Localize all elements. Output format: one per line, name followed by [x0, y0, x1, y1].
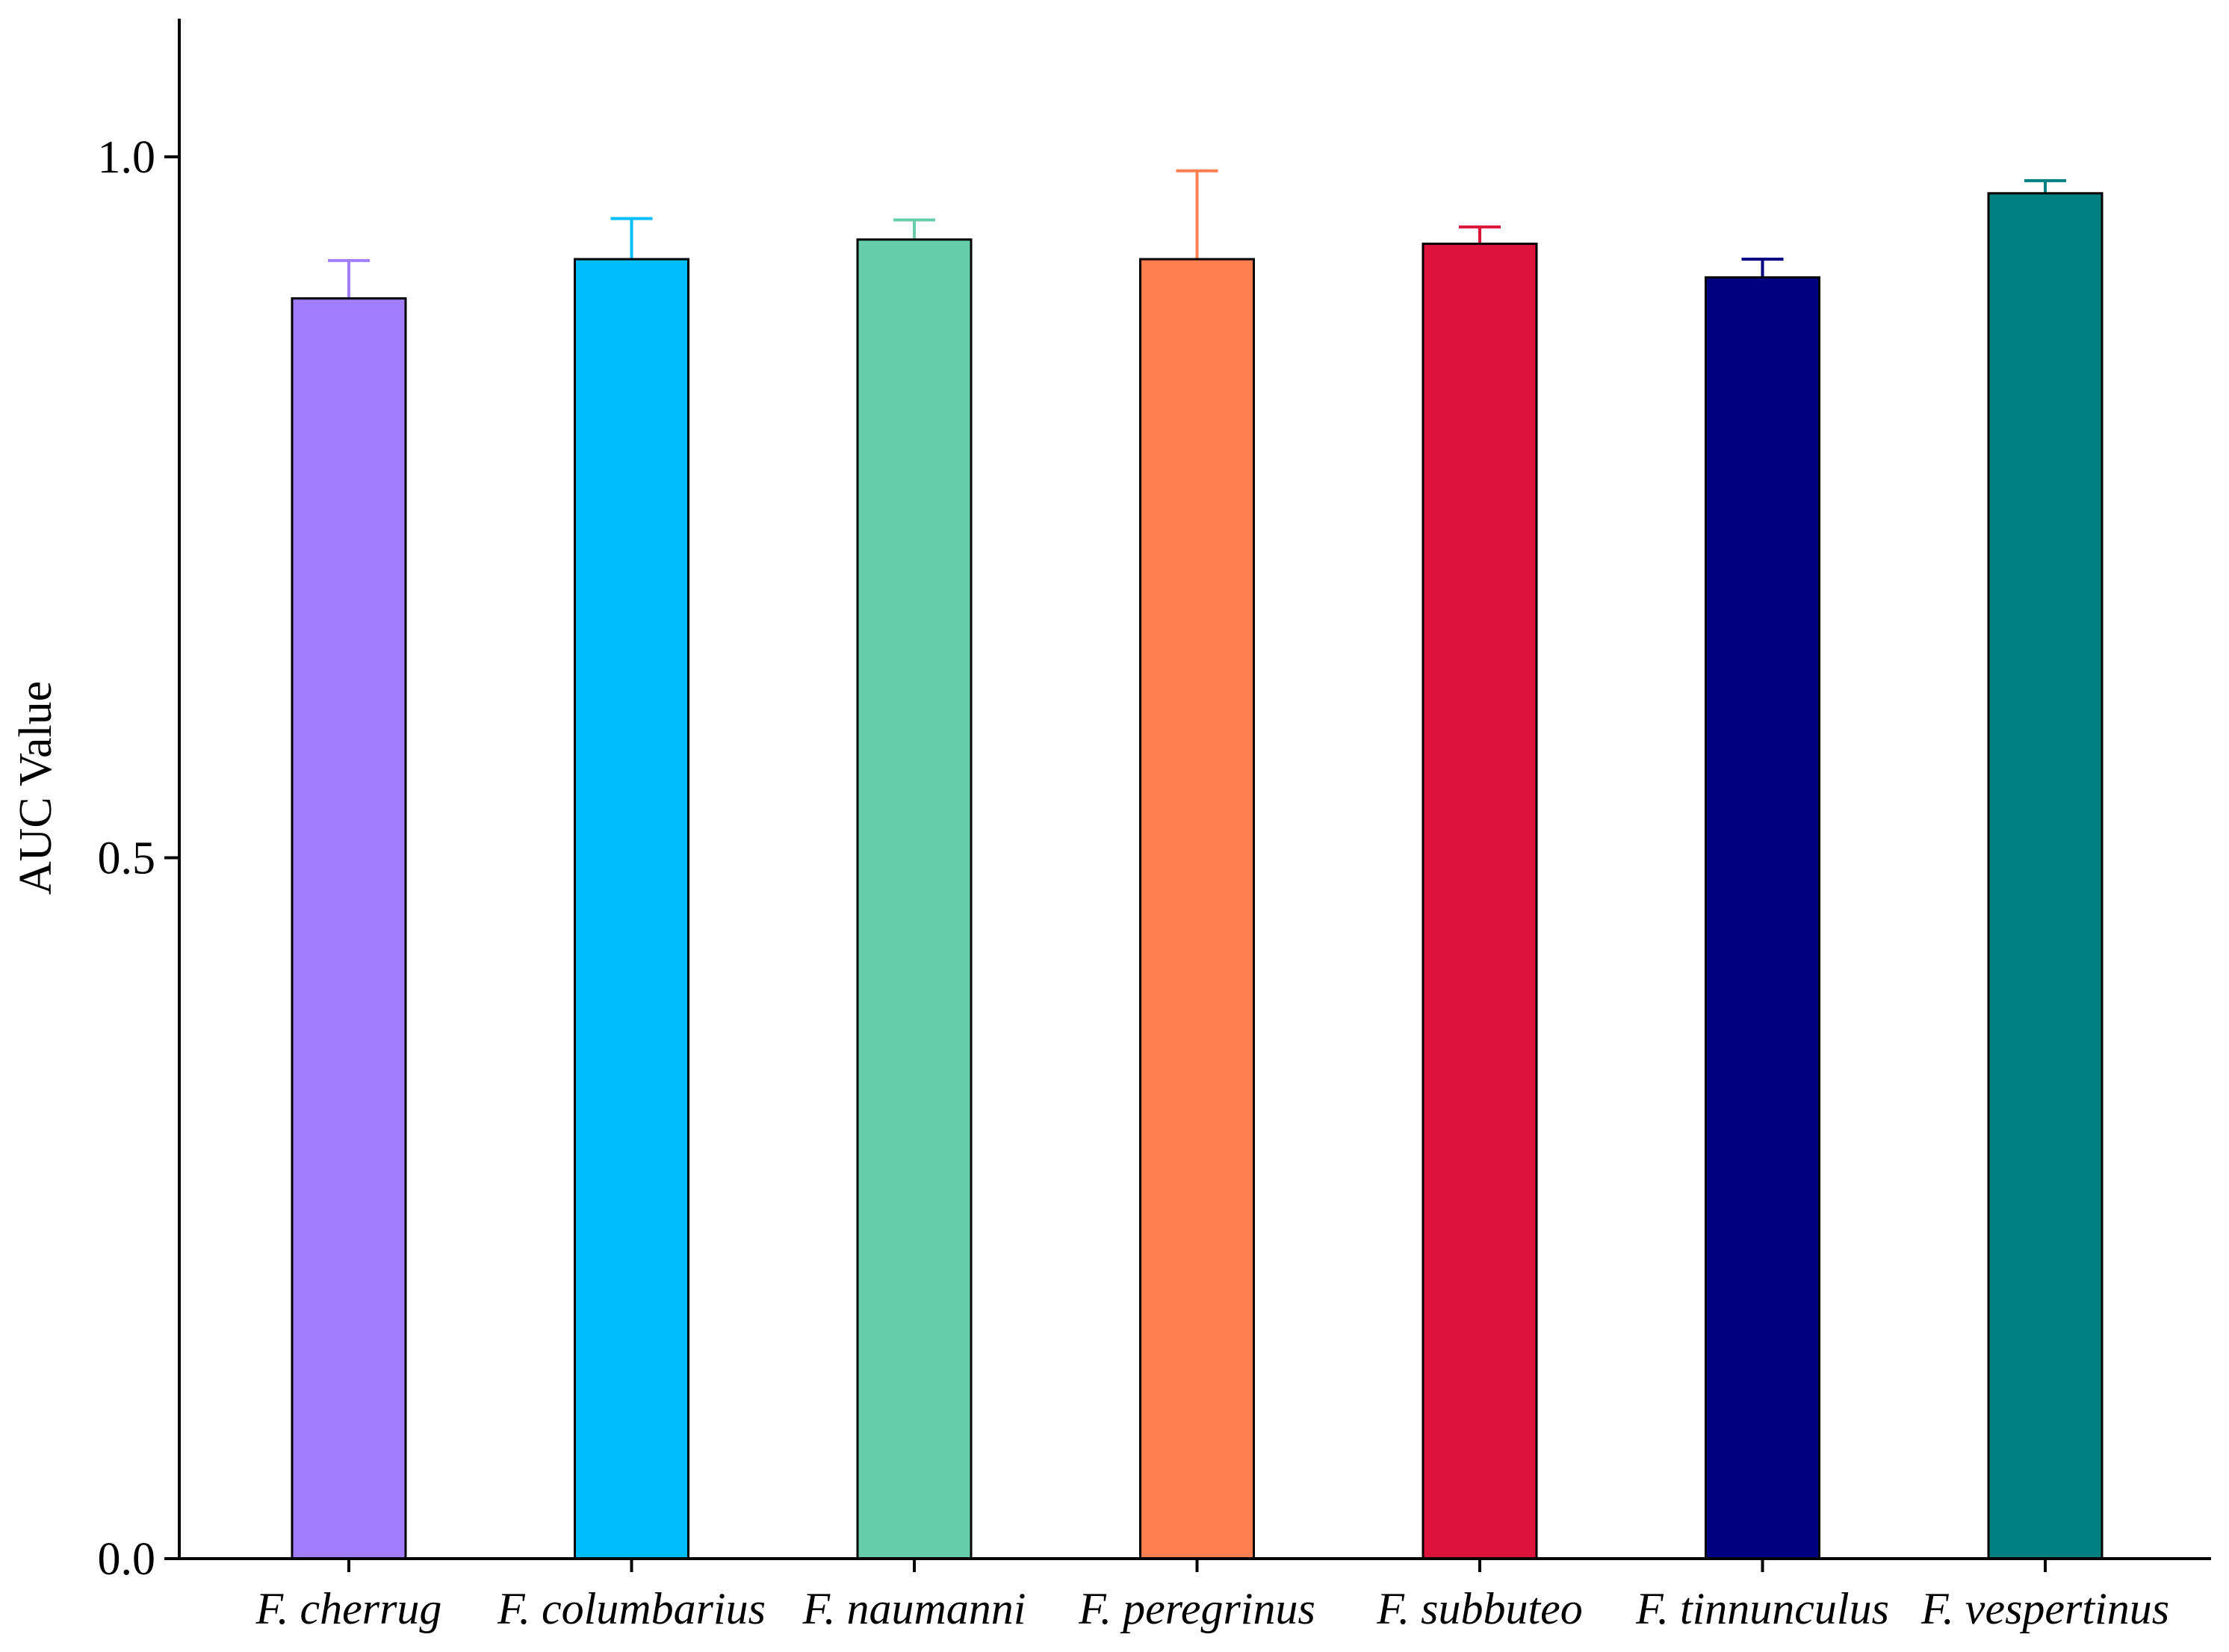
x-tick-label-f-subbuteo: F. subbuteo — [1376, 1584, 1583, 1633]
bars-layer — [291, 169, 2104, 1560]
axes-layer — [164, 19, 2211, 1572]
bar-f-tinnunculus — [1705, 276, 1820, 1560]
y-tick-label-2: 1.0 — [98, 132, 156, 183]
x-tick-label-f-vespertinus: F. vespertinus — [1920, 1584, 2169, 1633]
x-tick-label-f-cherrug: F. cherrug — [255, 1584, 442, 1633]
y-axis-title: AUC Value — [10, 681, 61, 895]
x-tick-label-f-naumanni: F. naumanni — [802, 1584, 1026, 1633]
bar-f-naumanni — [856, 238, 973, 1560]
x-tick-label-f-columbarius: F. columbarius — [497, 1584, 766, 1633]
labels-layer: F. cherrug F. columbarius F. naumanni F. pe… — [98, 132, 2170, 1633]
bar-f-peregrinus — [1139, 258, 1255, 1560]
y-tick-label-1: 0.5 — [98, 833, 156, 884]
x-tick-label-f-tinnunculus: F. tinnunculus — [1635, 1584, 1889, 1633]
y-tick-label-0: 0.0 — [98, 1534, 156, 1585]
bar-f-cherrug — [291, 297, 407, 1560]
x-tick-label-f-peregrinus: F. peregrinus — [1078, 1584, 1315, 1633]
bar-f-vespertinus — [1987, 192, 2104, 1560]
bar-f-columbarius — [574, 258, 689, 1560]
bar-f-subbuteo — [1422, 242, 1538, 1560]
